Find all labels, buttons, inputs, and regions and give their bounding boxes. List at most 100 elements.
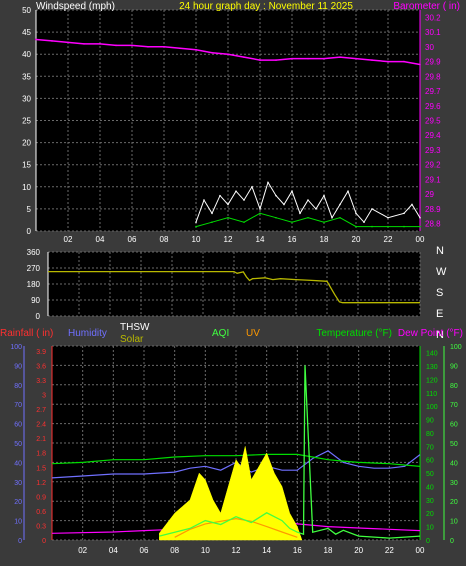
x-tick-label-3: 12 <box>232 546 241 555</box>
x-tick-label-3: 02 <box>78 546 87 555</box>
aqi-tick-label: 80 <box>450 383 458 390</box>
x-tick-label-3: 14 <box>262 546 271 555</box>
point-wind_gust <box>227 203 229 206</box>
rain-tick-label: 2.1 <box>36 436 46 443</box>
compass-label: S <box>436 287 443 299</box>
left-tick-label-1: 10 <box>22 183 31 192</box>
point-barometer <box>67 41 69 44</box>
rain-tick-label: 3.9 <box>36 349 46 356</box>
x-tick-label-1: 20 <box>352 235 361 244</box>
right-tick-label-1: 29.8 <box>425 72 441 81</box>
point-wind_gust <box>211 212 213 215</box>
point-barometer <box>275 59 277 61</box>
x-tick-label-3: 04 <box>109 546 118 555</box>
temperature-tick-label: 90 <box>426 418 434 425</box>
x-tick-label-1: 12 <box>224 235 233 244</box>
rain-tick-label: 2.7 <box>36 407 46 414</box>
rain-tick-label: 2.4 <box>36 422 46 429</box>
point-wind_gust <box>251 186 253 188</box>
point-barometer <box>115 44 117 47</box>
point-wind_gust <box>403 212 405 215</box>
point-wind_gust <box>387 216 389 219</box>
point-wind_gust <box>323 194 325 197</box>
x-tick-label-1: 04 <box>96 235 105 244</box>
series-wind_direction <box>48 270 420 304</box>
left-tick-label-1: 30 <box>22 94 31 103</box>
point-wind_gust <box>275 194 277 197</box>
left-tick-label-2: 360 <box>27 248 41 257</box>
point-wind_avg <box>307 216 309 219</box>
rain-tick-label: 1.8 <box>36 451 46 458</box>
temperature-tick-label: 110 <box>426 391 437 398</box>
right-tick-label-1: 30 <box>425 43 434 52</box>
legend-item: UV <box>246 328 260 339</box>
humidity-tick-label: 80 <box>14 383 22 390</box>
legend-item: Humidity <box>68 328 107 339</box>
point-wind_gust <box>267 181 269 184</box>
temperature-tick-label: 50 <box>426 471 434 478</box>
series-aqi <box>159 365 421 539</box>
point-wind_gust <box>347 190 349 193</box>
point-wind_gust <box>339 203 341 206</box>
x-tick-label-1: 22 <box>384 235 393 244</box>
humidity-tick-label: 10 <box>14 519 22 526</box>
x-tick-label-3: 20 <box>354 546 363 555</box>
left-tick-label-1: 5 <box>27 205 32 214</box>
aqi-tick-label: 40 <box>450 460 458 467</box>
left-tick-label-2: 0 <box>36 312 41 321</box>
point-wind_gust <box>299 212 301 215</box>
point-barometer <box>371 59 373 61</box>
temperature-tick-label: 140 <box>426 351 438 358</box>
right-axis-title-1: Barometer ( in) <box>393 1 460 12</box>
point-barometer <box>163 46 165 48</box>
right-tick-label-1: 29.6 <box>425 102 441 111</box>
right-tick-label-1: 29.5 <box>425 117 441 126</box>
point-wind_gust <box>355 212 357 215</box>
left-tick-label-1: 50 <box>22 6 31 15</box>
rain-tick-label: 1.2 <box>36 480 46 487</box>
x-tick-label-3: 10 <box>201 546 210 555</box>
aqi-tick-label: 50 <box>450 441 458 448</box>
series-uv <box>174 517 298 538</box>
point-wind_gust <box>363 221 365 223</box>
temperature-tick-label: 130 <box>426 364 438 371</box>
point-wind_avg <box>195 225 197 228</box>
right-tick-label-1: 30.2 <box>425 13 441 22</box>
right-tick-label-1: 29.4 <box>425 131 441 140</box>
legend-item: Solar <box>120 334 144 345</box>
temperature-tick-label: 60 <box>426 458 434 465</box>
point-wind_gust <box>419 216 421 219</box>
left-tick-label-1: 45 <box>22 28 31 37</box>
humidity-tick-label: 0 <box>18 538 22 545</box>
point-wind_gust <box>219 194 221 197</box>
point-wind_avg <box>387 225 389 228</box>
right-tick-label-1: 29.1 <box>425 175 441 184</box>
point-wind_avg <box>291 221 293 223</box>
left-tick-label-1: 20 <box>22 139 31 148</box>
temperature-tick-label: 0 <box>426 538 430 545</box>
point-wind_gust <box>315 208 317 210</box>
left-tick-label-1: 40 <box>22 50 31 59</box>
humidity-tick-label: 50 <box>14 441 22 448</box>
right-tick-label-1: 29 <box>425 190 434 199</box>
point-barometer <box>195 48 197 51</box>
point-wind_avg <box>419 225 421 228</box>
x-tick-label-3: 00 <box>416 546 425 555</box>
point-wind_avg <box>211 221 213 223</box>
point-wind_gust <box>203 199 205 201</box>
humidity-tick-label: 70 <box>14 402 22 409</box>
chart-title: 24 hour graph day : November 11 2025 <box>179 1 353 12</box>
point-barometer <box>147 46 149 48</box>
point-barometer <box>339 56 341 58</box>
aqi-tick-label: 0 <box>450 538 454 545</box>
rain-tick-label: 3.6 <box>36 363 46 370</box>
aqi-tick-label: 70 <box>450 402 458 409</box>
compass-label: W <box>436 266 447 278</box>
point-wind_gust <box>235 190 237 193</box>
rain-tick-label: 0.9 <box>36 494 46 501</box>
point-wind_gust <box>259 208 261 210</box>
left-tick-label-1: 25 <box>22 117 31 126</box>
humidity-tick-label: 20 <box>14 499 22 506</box>
x-tick-label-1: 08 <box>160 235 169 244</box>
aqi-tick-label: 60 <box>450 422 458 429</box>
